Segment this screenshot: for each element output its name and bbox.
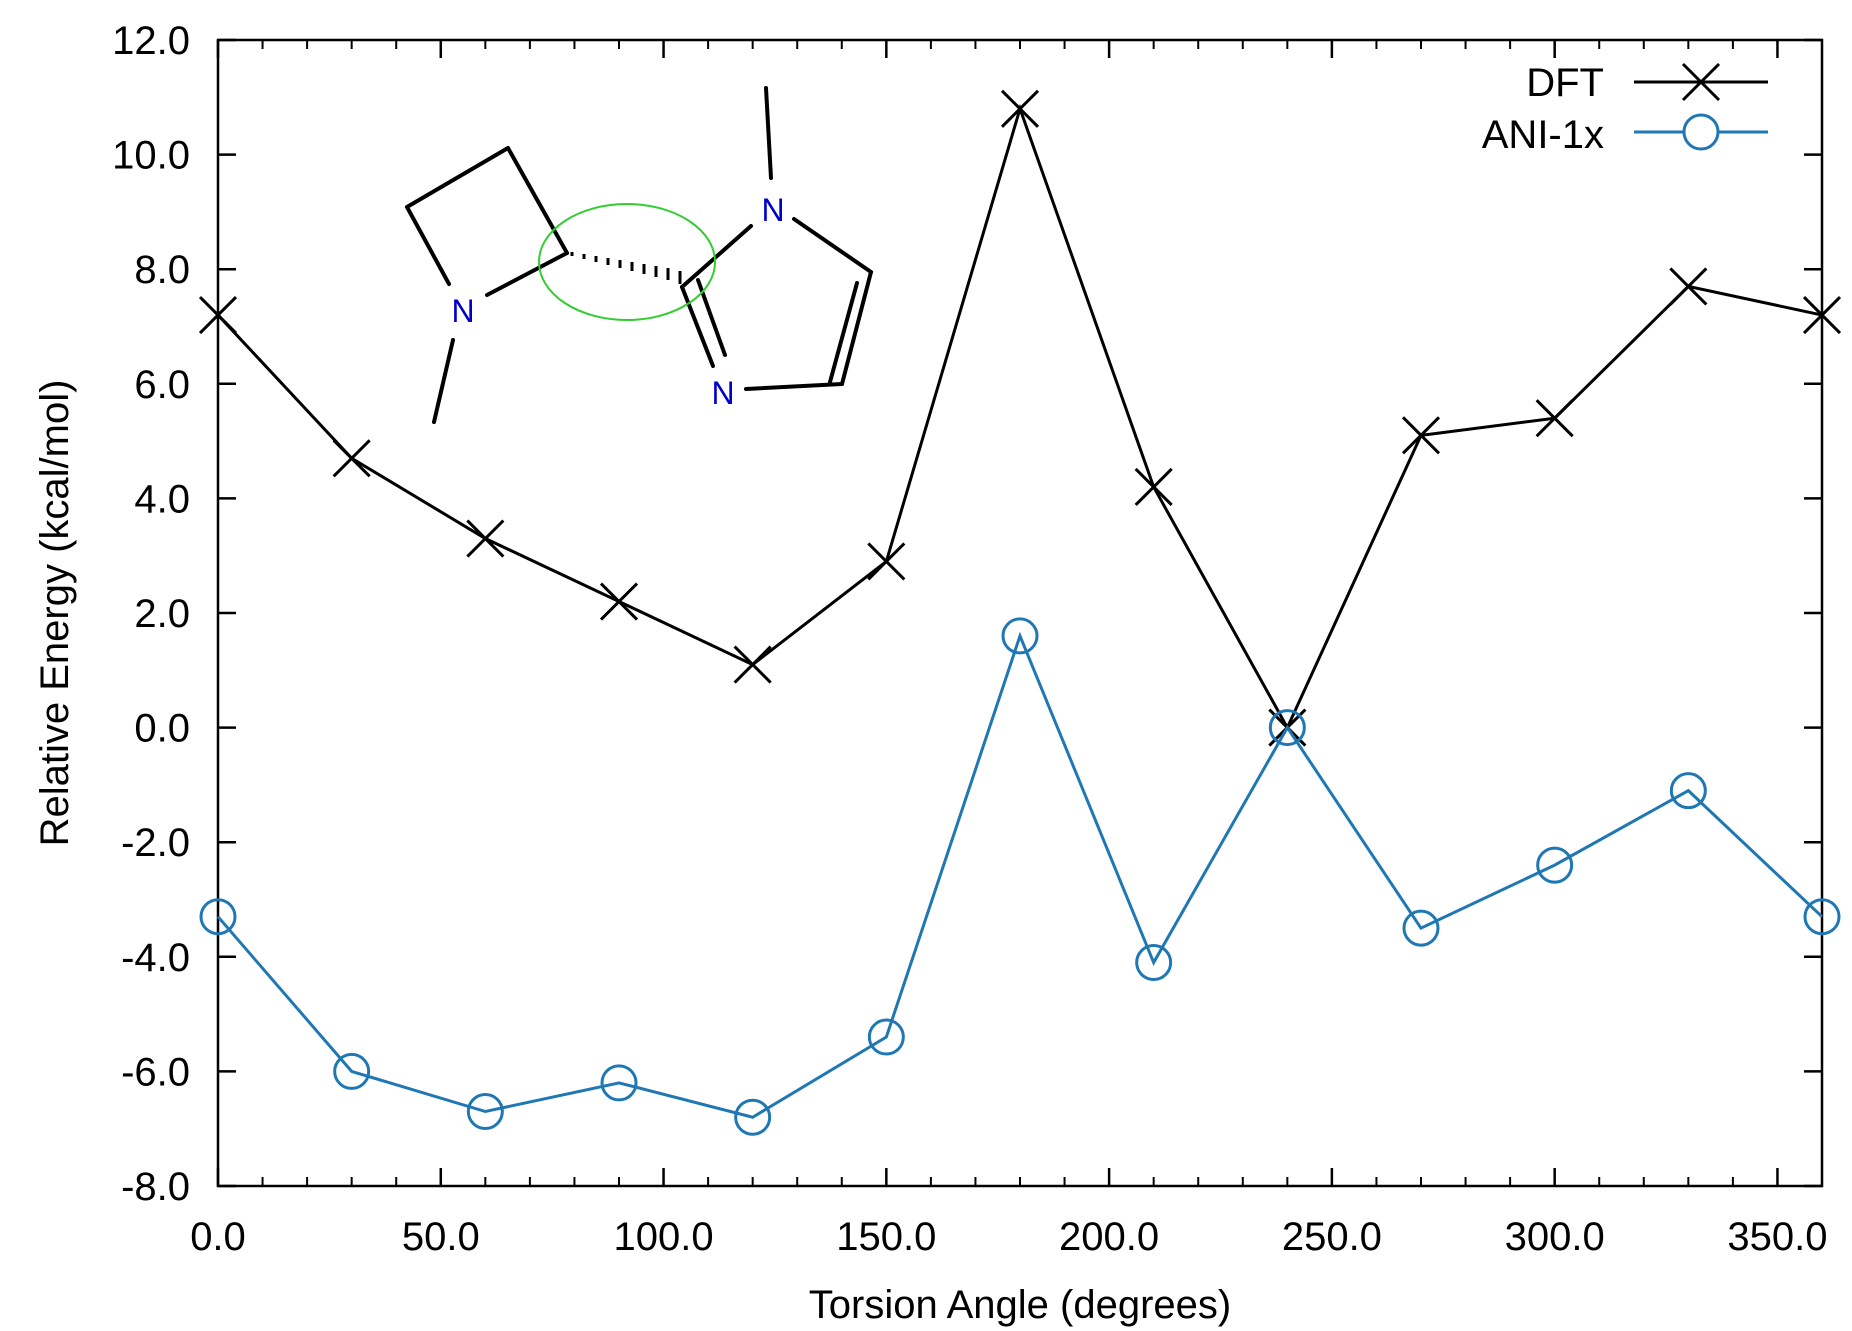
plot-area-frame [216, 38, 1824, 1188]
x-tick-label: 150.0 [836, 1215, 936, 1259]
y-tick-label: -2.0 [121, 821, 190, 865]
data-point-cross [867, 542, 906, 581]
data-point-circle [734, 1098, 772, 1136]
atom-label-n3: N [711, 375, 734, 411]
molecule-bonds [405, 86, 873, 424]
y-axis-title: Relative Energy (kcal/mol) [33, 380, 77, 847]
y-tick-label: -4.0 [121, 936, 190, 980]
y-tick-label: -8.0 [121, 1165, 190, 1209]
series-line [216, 631, 1824, 1119]
y-tick-label: 4.0 [134, 477, 190, 521]
data-point-circle [1803, 898, 1841, 936]
data-point-cross [332, 439, 371, 478]
y-tick-label: 12.0 [112, 19, 190, 63]
x-tick-label: 100.0 [614, 1215, 714, 1259]
x-tick-labels: 0.0 50.0 100.0 150.0 200.0 250.0 300.0 350.0 [190, 1215, 1827, 1259]
atom-label-n2: N [761, 192, 784, 228]
y-tick-labels: -8.0 -6.0 -4.0 -2.0 0.0 2.0 4.0 6.0 8.0 10.0 12.0 [112, 19, 190, 1209]
x-tick-label: 50.0 [402, 1215, 480, 1259]
data-point-cross [1401, 416, 1441, 455]
axis-ticks [216, 38, 1823, 1188]
y-tick-label: 10.0 [112, 134, 190, 178]
y-tick-label: 2.0 [134, 592, 190, 636]
data-point-cross [1802, 295, 1842, 335]
data-point-circle [1268, 709, 1306, 747]
series-ani-1x [199, 617, 1841, 1136]
y-tick-label: 0.0 [134, 707, 190, 751]
data-point-circle [1669, 772, 1707, 810]
molecule-inset: N N N [405, 86, 873, 424]
data-point-cross [733, 645, 772, 684]
data-point-circle [333, 1052, 371, 1090]
data-point-circle [1135, 944, 1173, 982]
legend: DFT ANI-1x [1482, 61, 1768, 157]
y-tick-label: -6.0 [121, 1050, 190, 1094]
x-tick-label: 200.0 [1059, 1215, 1159, 1259]
y-tick-label: 6.0 [134, 363, 190, 407]
series-dft [198, 89, 1842, 747]
data-point-circle [199, 898, 237, 936]
series-layer [198, 89, 1842, 1136]
legend-marker-dft [1681, 62, 1721, 102]
data-point-circle [867, 1018, 905, 1056]
legend-marker-ani1x [1682, 113, 1720, 151]
x-tick-label: 300.0 [1505, 1215, 1605, 1259]
data-point-circle [1536, 846, 1574, 884]
data-point-cross [1134, 467, 1173, 507]
data-point-cross [1535, 399, 1574, 438]
data-point-cross [599, 582, 639, 621]
atom-label-n1: N [451, 293, 474, 329]
data-point-circle [1402, 909, 1440, 947]
legend-label-dft: DFT [1526, 61, 1604, 105]
data-point-cross [198, 295, 238, 335]
data-point-cross [1000, 89, 1040, 128]
x-tick-label: 350.0 [1727, 1215, 1827, 1259]
x-axis-title: Torsion Angle (degrees) [809, 1283, 1231, 1327]
rotatable-bond-highlight [538, 203, 716, 321]
x-tick-label: 250.0 [1282, 1215, 1382, 1259]
data-point-cross [1669, 267, 1708, 306]
y-tick-label: 8.0 [134, 248, 190, 292]
data-point-circle [466, 1093, 504, 1131]
molecule-hashed-wedge [570, 252, 682, 284]
legend-label-ani1x: ANI-1x [1482, 113, 1604, 157]
data-point-circle [1001, 617, 1039, 655]
data-point-circle [600, 1064, 638, 1102]
x-tick-label: 0.0 [190, 1215, 246, 1259]
data-point-cross [466, 519, 505, 558]
